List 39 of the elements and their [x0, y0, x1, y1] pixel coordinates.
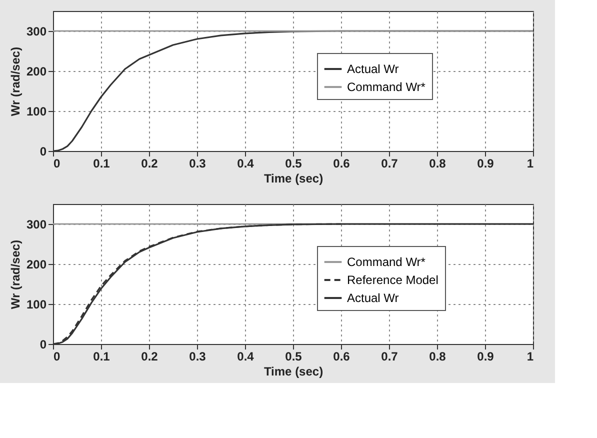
- x-tick-label: 0: [54, 156, 60, 170]
- x-tick-label: 0.7: [381, 156, 398, 170]
- y-tick-label: 100: [26, 104, 47, 118]
- y-axis-title: Wr (rad/sec): [8, 46, 22, 116]
- y-tick-label: 200: [26, 64, 47, 78]
- legend-label: Reference Model: [347, 273, 438, 287]
- x-axis-title: Time (sec): [264, 172, 324, 186]
- x-tick-label: 0.7: [381, 350, 398, 364]
- x-tick-label: 0.9: [477, 156, 494, 170]
- x-tick-label: 0.1: [93, 350, 110, 364]
- y-tick-label: 100: [26, 298, 47, 312]
- y-tick-label: 300: [26, 24, 47, 38]
- x-tick-label: 0.6: [333, 350, 350, 364]
- x-axis-title: Time (sec): [264, 364, 324, 378]
- y-tick-label: 0: [40, 338, 47, 352]
- x-tick-label: 0.9: [477, 350, 494, 364]
- legend-label: Actual Wr: [347, 62, 399, 76]
- x-tick-label: 1: [526, 156, 534, 170]
- y-tick-label: 0: [40, 144, 47, 158]
- x-tick-label: 0.8: [429, 156, 446, 170]
- x-tick-label: 0.2: [141, 350, 158, 364]
- x-tick-label: 0.1: [93, 156, 110, 170]
- x-tick-label: 0.2: [141, 156, 158, 170]
- x-tick-label: 0: [54, 350, 60, 364]
- legend-label: Actual Wr: [347, 291, 399, 305]
- y-tick-label: 300: [26, 218, 47, 232]
- x-tick-label: 0.4: [237, 350, 254, 364]
- legend-label: Command Wr*: [347, 255, 426, 269]
- x-tick-label: 0.6: [333, 156, 350, 170]
- x-tick-label: 0.5: [285, 350, 302, 364]
- x-tick-label: 1: [526, 350, 534, 364]
- x-tick-label: 0.8: [429, 350, 446, 364]
- x-tick-label: 0.5: [285, 156, 302, 170]
- y-axis-title: Wr (rad/sec): [8, 240, 22, 310]
- x-tick-label: 0.3: [189, 350, 206, 364]
- legend-label: Command Wr*: [347, 80, 426, 94]
- x-tick-label: 0.3: [189, 156, 206, 170]
- x-tick-label: 0.4: [237, 156, 254, 170]
- y-tick-label: 200: [26, 258, 47, 272]
